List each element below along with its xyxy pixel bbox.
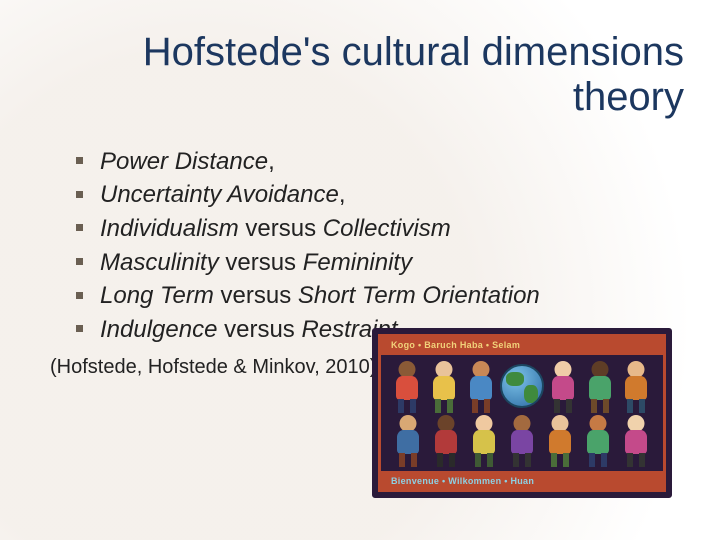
bullet-text: , xyxy=(339,181,346,208)
person-icon xyxy=(504,415,540,467)
bullet-item: Individualism versus Collectivism xyxy=(76,213,684,245)
person-icon xyxy=(389,361,425,413)
person-icon xyxy=(545,361,581,413)
person-icon xyxy=(426,361,462,413)
bullet-item: Uncertainty Avoidance, xyxy=(76,179,684,211)
bullet-text: , xyxy=(268,148,275,175)
slide: Hofstede's cultural dimensions theory Po… xyxy=(0,0,720,540)
rug-row-1 xyxy=(389,359,655,413)
person-icon xyxy=(580,415,616,467)
bullet-text: Femininity xyxy=(303,249,412,276)
culture-rug-image: Kogo • Baruch Haba • Selam Bienvenue • W… xyxy=(372,328,672,498)
rug-inner: Kogo • Baruch Haba • Selam Bienvenue • W… xyxy=(378,334,666,492)
rug-top-words: Kogo • Baruch Haba • Selam xyxy=(391,340,520,350)
bullet-item: Power Distance, xyxy=(76,146,684,178)
bullet-list: Power Distance,Uncertainty Avoidance,Ind… xyxy=(48,146,684,346)
person-icon xyxy=(618,415,654,467)
person-icon xyxy=(466,415,502,467)
bullet-text: Individualism xyxy=(100,215,239,242)
person-icon xyxy=(582,361,618,413)
person-icon xyxy=(390,415,426,467)
rug-people xyxy=(389,359,655,467)
bullet-text: versus xyxy=(239,215,323,242)
bullet-text: versus xyxy=(219,249,303,276)
slide-title: Hofstede's cultural dimensions theory xyxy=(96,30,684,120)
bullet-item: Masculinity versus Femininity xyxy=(76,247,684,279)
bullet-text: Indulgence xyxy=(100,316,217,343)
person-icon xyxy=(542,415,578,467)
rug-row-2 xyxy=(389,413,655,467)
person-icon xyxy=(618,361,654,413)
rug-bottom-words: Bienvenue • Wilkommen • Huan xyxy=(391,476,534,486)
bullet-text: versus xyxy=(214,282,298,309)
bullet-text: Masculinity xyxy=(100,249,219,276)
person-icon xyxy=(428,415,464,467)
bullet-text: versus xyxy=(217,316,301,343)
bullet-text: Uncertainty Avoidance xyxy=(100,181,339,208)
bullet-text: Short Term Orientation xyxy=(298,282,540,309)
person-icon xyxy=(463,361,499,413)
rug-top-band: Kogo • Baruch Haba • Selam xyxy=(381,337,663,355)
bullet-text: Power Distance xyxy=(100,148,268,175)
rug-bottom-band: Bienvenue • Wilkommen • Huan xyxy=(381,471,663,489)
globe-icon xyxy=(500,364,544,408)
bullet-text: Collectivism xyxy=(323,215,451,242)
bullet-text: Long Term xyxy=(100,282,214,309)
bullet-item: Long Term versus Short Term Orientation xyxy=(76,280,684,312)
